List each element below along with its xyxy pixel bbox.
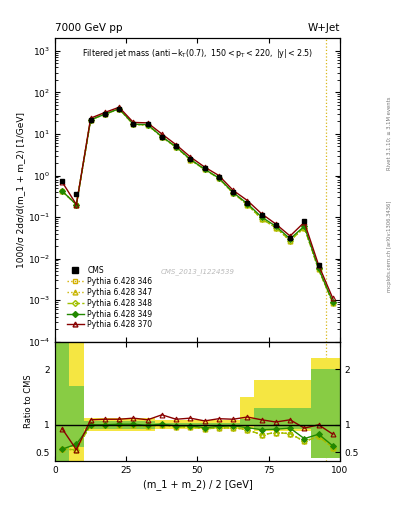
Text: W+Jet: W+Jet [308,23,340,33]
Text: mcplots.cern.ch [arXiv:1306.3436]: mcplots.cern.ch [arXiv:1306.3436] [387,200,392,291]
Text: Rivet 3.1.10; ≥ 3.1M events: Rivet 3.1.10; ≥ 3.1M events [387,96,392,170]
Text: CMS_2013_I1224539: CMS_2013_I1224539 [160,268,235,275]
Legend: CMS, Pythia 6.428 346, Pythia 6.428 347, Pythia 6.428 348, Pythia 6.428 349, Pyt: CMS, Pythia 6.428 346, Pythia 6.428 347,… [64,264,155,332]
Text: Filtered jet mass $\mathregular{(anti\!-\!k_T(0.7),\ 150<p_T<220,\ |y|<2.5)}$: Filtered jet mass $\mathregular{(anti\!-… [82,48,313,60]
Y-axis label: 1000/σ 2dσ/d(m_1 + m_2) [1/GeV]: 1000/σ 2dσ/d(m_1 + m_2) [1/GeV] [16,112,25,268]
Text: 7000 GeV pp: 7000 GeV pp [55,23,123,33]
X-axis label: (m_1 + m_2) / 2 [GeV]: (m_1 + m_2) / 2 [GeV] [143,479,252,490]
Y-axis label: Ratio to CMS: Ratio to CMS [24,374,33,428]
